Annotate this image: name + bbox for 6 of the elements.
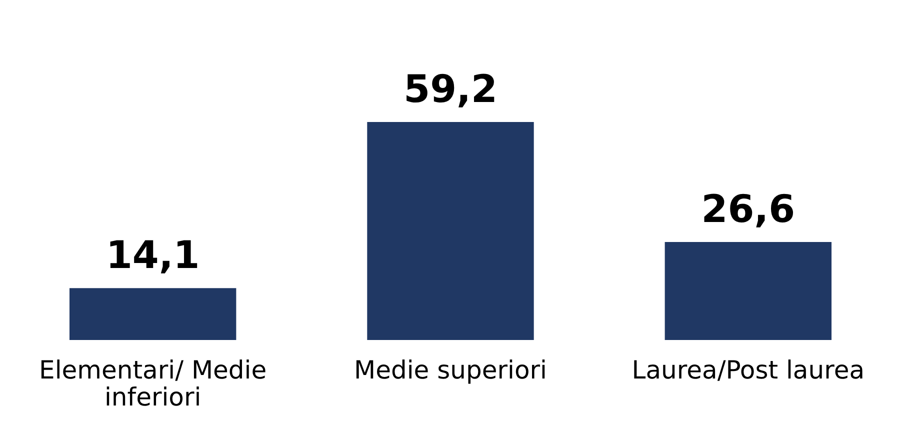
data-label: 59,2 [404, 67, 498, 111]
x-tick-label: Medie superiori [354, 356, 547, 384]
x-tick-label: Laurea/Post laurea [632, 356, 865, 384]
data-label: 14,1 [106, 233, 200, 278]
data-label: 26,6 [701, 187, 796, 232]
x-tick-label: Elementari/ Medie inferiori [39, 356, 267, 412]
